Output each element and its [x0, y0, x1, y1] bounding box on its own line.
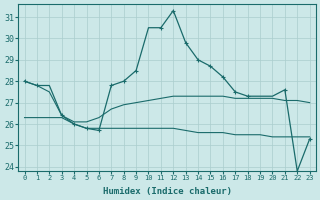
- X-axis label: Humidex (Indice chaleur): Humidex (Indice chaleur): [103, 187, 232, 196]
